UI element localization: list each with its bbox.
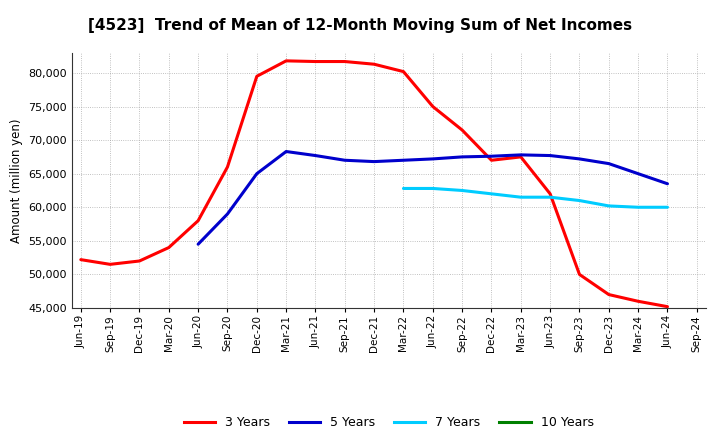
3 Years — [428, 104, 437, 109]
5 Years — [605, 161, 613, 166]
3 Years — [135, 258, 144, 264]
5 Years — [370, 159, 379, 164]
3 Years — [223, 164, 232, 169]
5 Years — [516, 152, 525, 158]
Line: 5 Years: 5 Years — [198, 151, 667, 244]
7 Years — [546, 194, 554, 200]
Line: 7 Years: 7 Years — [403, 188, 667, 207]
7 Years — [605, 203, 613, 209]
5 Years — [253, 171, 261, 176]
3 Years — [458, 128, 467, 133]
3 Years — [164, 245, 173, 250]
5 Years — [575, 156, 584, 161]
3 Years — [370, 62, 379, 67]
5 Years — [487, 154, 496, 159]
7 Years — [487, 191, 496, 197]
7 Years — [516, 194, 525, 200]
7 Years — [428, 186, 437, 191]
5 Years — [311, 153, 320, 158]
Text: [4523]  Trend of Mean of 12-Month Moving Sum of Net Incomes: [4523] Trend of Mean of 12-Month Moving … — [88, 18, 632, 33]
5 Years — [282, 149, 290, 154]
7 Years — [399, 186, 408, 191]
5 Years — [428, 156, 437, 161]
5 Years — [546, 153, 554, 158]
5 Years — [341, 158, 349, 163]
3 Years — [575, 272, 584, 277]
5 Years — [399, 158, 408, 163]
3 Years — [106, 262, 114, 267]
3 Years — [605, 292, 613, 297]
3 Years — [253, 73, 261, 79]
Y-axis label: Amount (million yen): Amount (million yen) — [10, 118, 23, 242]
5 Years — [634, 171, 642, 176]
Legend: 3 Years, 5 Years, 7 Years, 10 Years: 3 Years, 5 Years, 7 Years, 10 Years — [179, 411, 598, 434]
3 Years — [341, 59, 349, 64]
3 Years — [516, 154, 525, 160]
3 Years — [311, 59, 320, 64]
3 Years — [487, 158, 496, 163]
3 Years — [663, 304, 672, 309]
7 Years — [634, 205, 642, 210]
3 Years — [546, 191, 554, 197]
5 Years — [458, 154, 467, 160]
3 Years — [634, 299, 642, 304]
7 Years — [663, 205, 672, 210]
3 Years — [282, 58, 290, 63]
5 Years — [223, 211, 232, 216]
7 Years — [458, 188, 467, 193]
3 Years — [76, 257, 85, 262]
7 Years — [575, 198, 584, 203]
5 Years — [663, 181, 672, 187]
3 Years — [399, 69, 408, 74]
3 Years — [194, 218, 202, 224]
5 Years — [194, 242, 202, 247]
Line: 3 Years: 3 Years — [81, 61, 667, 307]
